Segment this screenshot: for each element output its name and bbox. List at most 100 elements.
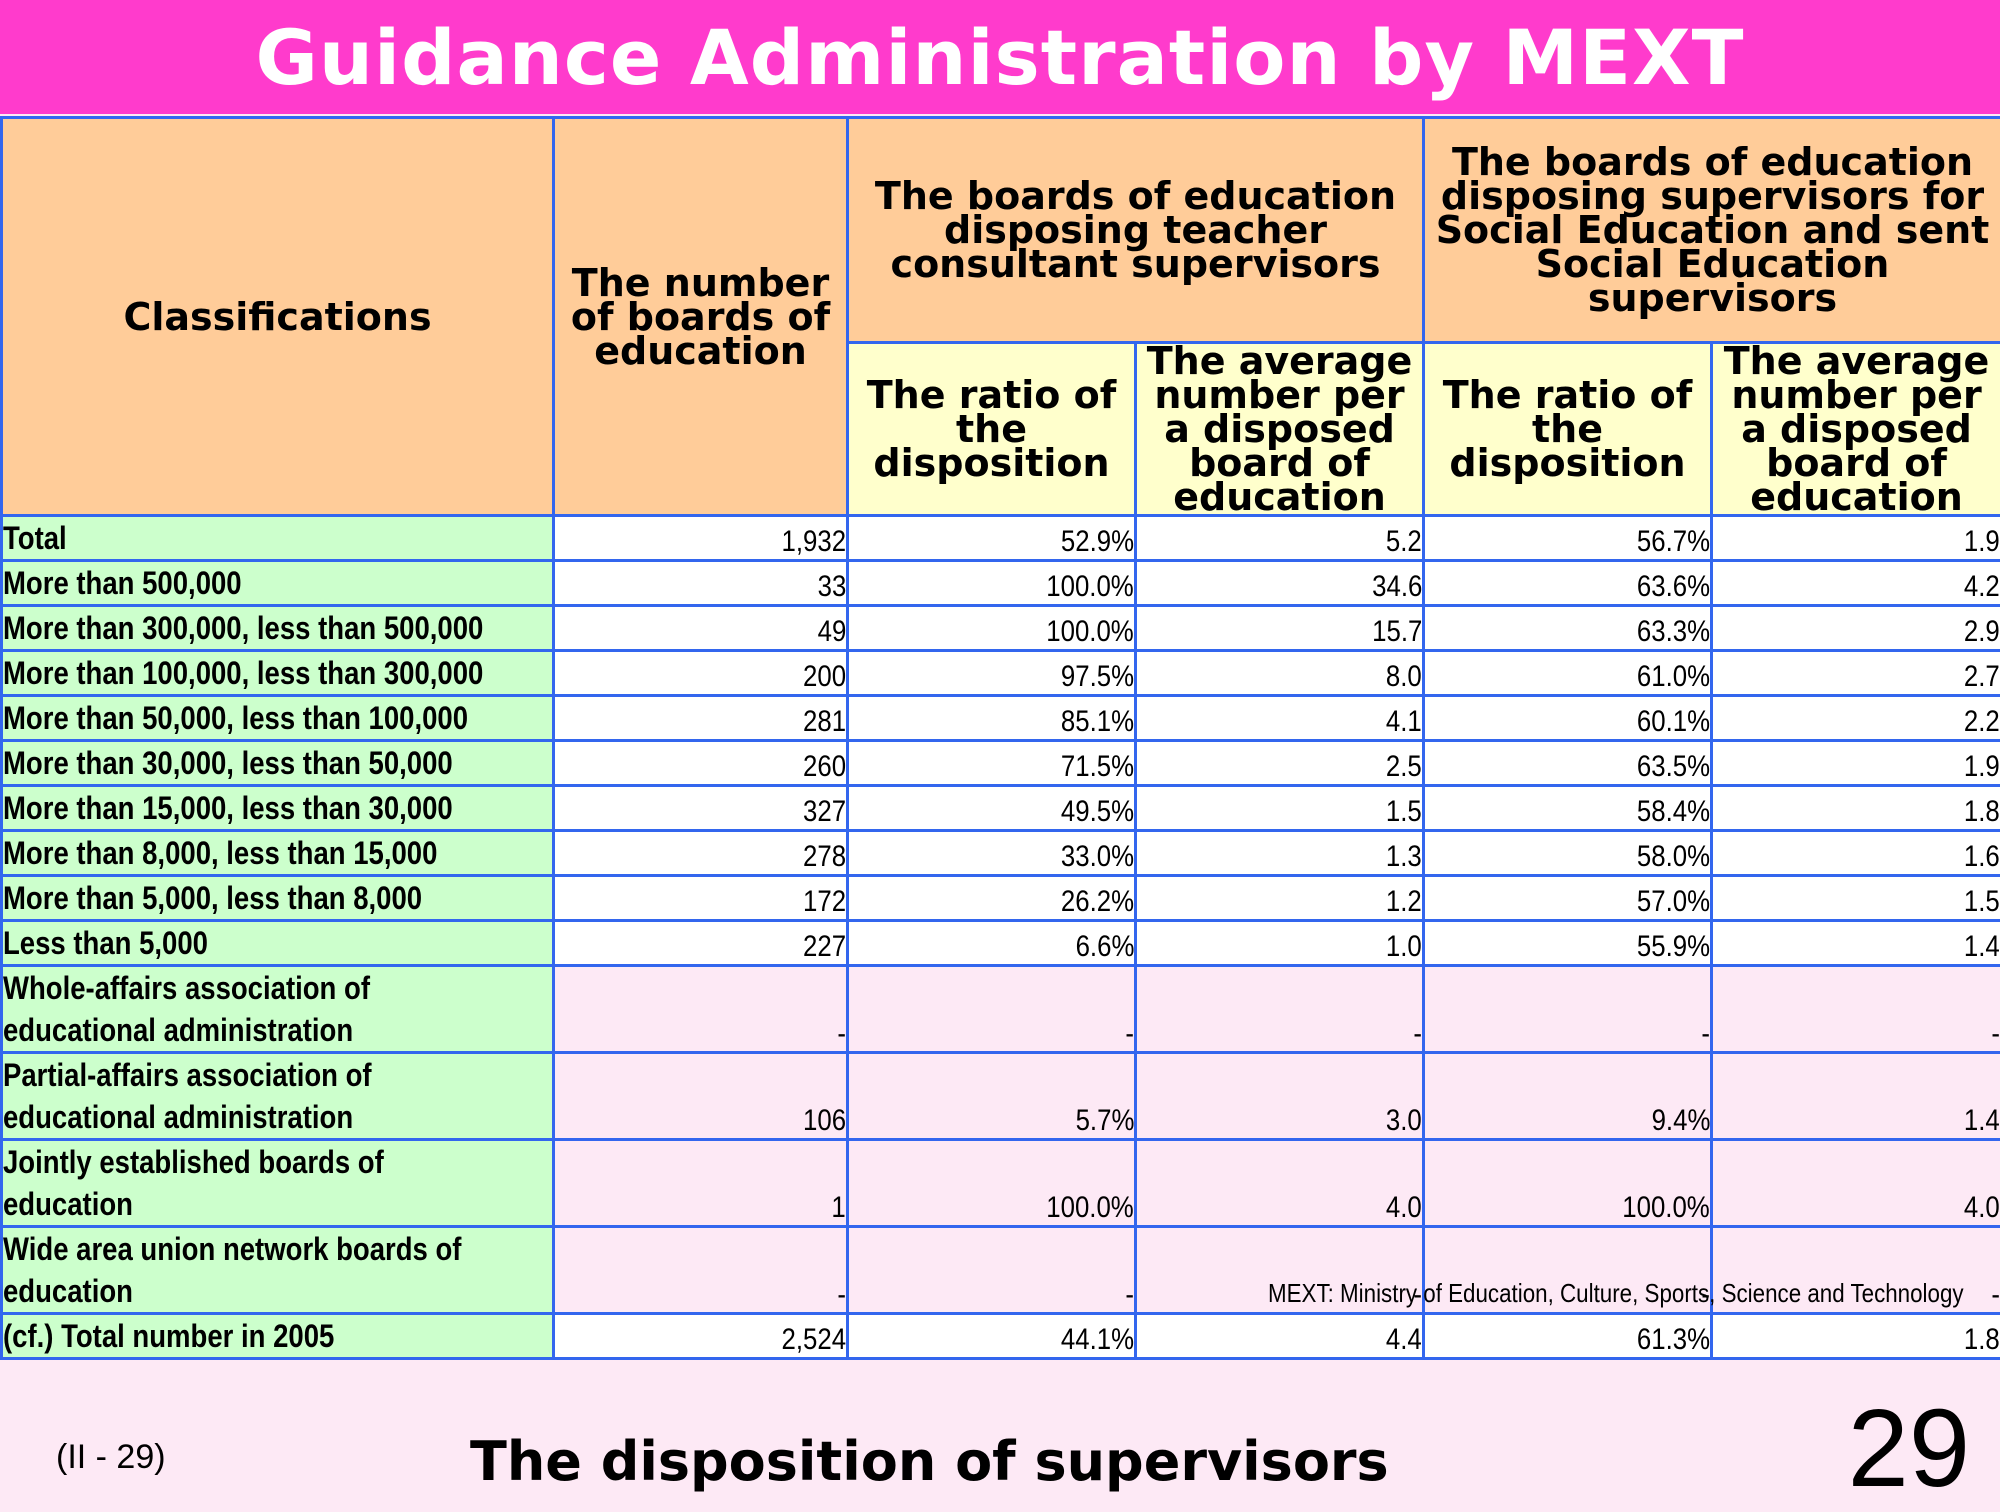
header-number-of-boards: The number of boards of education xyxy=(554,118,848,516)
row-label: (cf.) Total number in 2005 xyxy=(2,1314,554,1359)
cell-teacher-average: 4.1 xyxy=(1136,696,1424,741)
cell-teacher-average: 5.2 xyxy=(1136,516,1424,561)
mext-note: MEXT: Ministry of Education, Culture, Sp… xyxy=(1268,1278,1964,1309)
row-label: More than 30,000, less than 50,000 xyxy=(2,741,554,786)
header-social-ratio: The ratio of the disposition xyxy=(1424,343,1712,516)
cell-social-average: 4.0 xyxy=(1712,1140,2000,1227)
cell-boards: 1 xyxy=(554,1140,848,1227)
cell-teacher-ratio: 100.0% xyxy=(848,1140,1136,1227)
table-row: More than 30,000, less than 50,000 260 7… xyxy=(2,741,2000,786)
cell-social-average: 1.4 xyxy=(1712,1053,2000,1140)
cell-social-ratio: 60.1% xyxy=(1424,696,1712,741)
row-label: Total xyxy=(2,516,554,561)
cell-teacher-ratio: 97.5% xyxy=(848,651,1136,696)
page-title: Guidance Administration by MEXT xyxy=(256,13,1745,102)
cell-social-ratio: 63.3% xyxy=(1424,606,1712,651)
cell-teacher-ratio: 26.2% xyxy=(848,876,1136,921)
cell-social-ratio: 55.9% xyxy=(1424,921,1712,966)
cell-teacher-average: 1.5 xyxy=(1136,786,1424,831)
cell-social-average: - xyxy=(1712,966,2000,1053)
cell-teacher-ratio: 5.7% xyxy=(848,1053,1136,1140)
cell-social-ratio: 61.0% xyxy=(1424,651,1712,696)
row-label: More than 8,000, less than 15,000 xyxy=(2,831,554,876)
cell-teacher-ratio: 100.0% xyxy=(848,606,1136,651)
cell-teacher-average: 1.2 xyxy=(1136,876,1424,921)
cell-teacher-average: 34.6 xyxy=(1136,561,1424,606)
cell-teacher-average: - xyxy=(1136,966,1424,1053)
row-label: Less than 5,000 xyxy=(2,921,554,966)
cell-social-ratio: 9.4% xyxy=(1424,1053,1712,1140)
cell-teacher-average: 4.4 xyxy=(1136,1314,1424,1359)
cell-teacher-average: 1.3 xyxy=(1136,831,1424,876)
table-row: More than 15,000, less than 30,000 327 4… xyxy=(2,786,2000,831)
cell-social-ratio: 61.3% xyxy=(1424,1314,1712,1359)
table-row: More than 500,000 33 100.0% 34.6 63.6% 4… xyxy=(2,561,2000,606)
cell-boards: 200 xyxy=(554,651,848,696)
header-classifications: Classifications xyxy=(2,118,554,516)
row-label: More than 500,000 xyxy=(2,561,554,606)
cell-boards: - xyxy=(554,966,848,1053)
table-row: Less than 5,000 227 6.6% 1.0 55.9% 1.4 xyxy=(2,921,2000,966)
cell-teacher-ratio: 33.0% xyxy=(848,831,1136,876)
cell-teacher-ratio: 6.6% xyxy=(848,921,1136,966)
header-social-average: The average number per a disposed board … xyxy=(1712,343,2000,516)
cell-teacher-average: 2.5 xyxy=(1136,741,1424,786)
cell-social-average: 4.2 xyxy=(1712,561,2000,606)
cell-boards: 260 xyxy=(554,741,848,786)
header-teacher-ratio: The ratio of the disposition xyxy=(848,343,1136,516)
cell-boards: 33 xyxy=(554,561,848,606)
cell-teacher-ratio: 85.1% xyxy=(848,696,1136,741)
cell-teacher-average: 15.7 xyxy=(1136,606,1424,651)
row-label: More than 5,000, less than 8,000 xyxy=(2,876,554,921)
table-row: More than 50,000, less than 100,000 281 … xyxy=(2,696,2000,741)
cell-social-average: 2.7 xyxy=(1712,651,2000,696)
cell-boards: 227 xyxy=(554,921,848,966)
cell-boards: 172 xyxy=(554,876,848,921)
cell-social-average: 1.5 xyxy=(1712,876,2000,921)
cell-boards: 49 xyxy=(554,606,848,651)
cell-boards: 106 xyxy=(554,1053,848,1140)
row-label: More than 300,000, less than 500,000 xyxy=(2,606,554,651)
cell-teacher-average: 8.0 xyxy=(1136,651,1424,696)
cell-teacher-average: 1.0 xyxy=(1136,921,1424,966)
cell-social-ratio: 57.0% xyxy=(1424,876,1712,921)
cell-social-ratio: 58.0% xyxy=(1424,831,1712,876)
cell-social-average: 1.8 xyxy=(1712,786,2000,831)
table-row: More than 100,000, less than 300,000 200… xyxy=(2,651,2000,696)
table-row: More than 8,000, less than 15,000 278 33… xyxy=(2,831,2000,876)
slide-code: (II - 29) xyxy=(56,1438,166,1477)
row-label: More than 100,000, less than 300,000 xyxy=(2,651,554,696)
cell-social-ratio: 100.0% xyxy=(1424,1140,1712,1227)
title-bar: Guidance Administration by MEXT xyxy=(0,0,2000,114)
cell-social-ratio: 63.5% xyxy=(1424,741,1712,786)
cell-boards: 1,932 xyxy=(554,516,848,561)
cell-teacher-ratio: 52.9% xyxy=(848,516,1136,561)
supervisors-table: Classifications The number of boards of … xyxy=(0,116,2000,1360)
cell-social-average: 2.9 xyxy=(1712,606,2000,651)
cell-boards: 2,524 xyxy=(554,1314,848,1359)
table-row: Total 1,932 52.9% 5.2 56.7% 1.9 xyxy=(2,516,2000,561)
cell-teacher-average: 3.0 xyxy=(1136,1053,1424,1140)
table-row: More than 300,000, less than 500,000 49 … xyxy=(2,606,2000,651)
cell-teacher-average: 4.0 xyxy=(1136,1140,1424,1227)
cell-boards: 278 xyxy=(554,831,848,876)
header-teacher-average: The average number per a disposed board … xyxy=(1136,343,1424,516)
table-row: (cf.) Total number in 2005 2,524 44.1% 4… xyxy=(2,1314,2000,1359)
header-social-group: The boards of education disposing superv… xyxy=(1424,118,2000,343)
cell-boards: - xyxy=(554,1227,848,1314)
row-label: More than 15,000, less than 30,000 xyxy=(2,786,554,831)
cell-teacher-ratio: 71.5% xyxy=(848,741,1136,786)
cell-social-average: 1.9 xyxy=(1712,741,2000,786)
cell-teacher-ratio: 100.0% xyxy=(848,561,1136,606)
cell-social-average: 1.4 xyxy=(1712,921,2000,966)
cell-teacher-ratio: 44.1% xyxy=(848,1314,1136,1359)
cell-social-ratio: 58.4% xyxy=(1424,786,1712,831)
header-teacher-group: The boards of education disposing teache… xyxy=(848,118,1424,343)
